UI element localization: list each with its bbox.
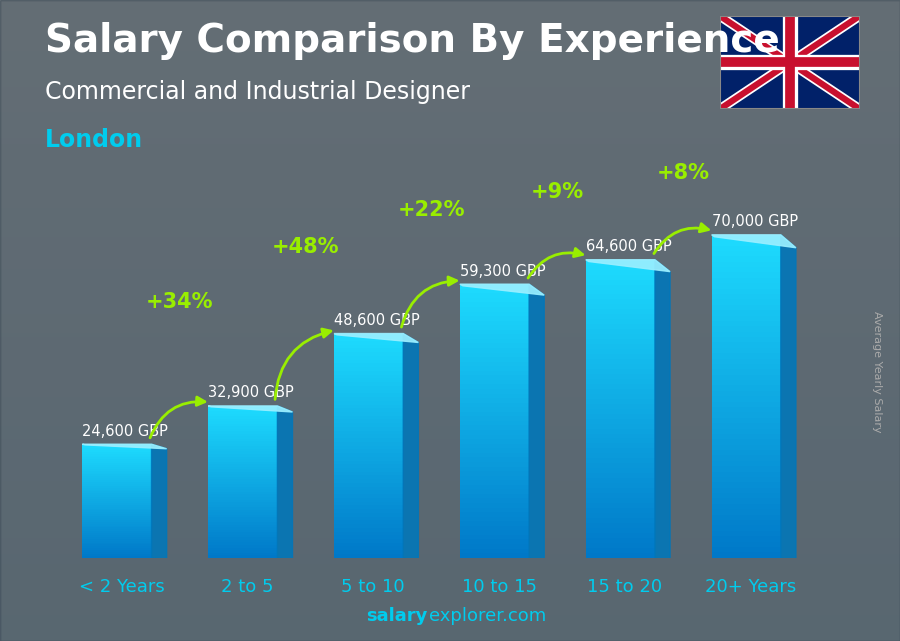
- Polygon shape: [655, 260, 670, 563]
- Text: 59,300 GBP: 59,300 GBP: [460, 263, 545, 278]
- Text: +8%: +8%: [657, 163, 710, 183]
- Text: < 2 Years: < 2 Years: [78, 578, 165, 597]
- Polygon shape: [712, 235, 796, 247]
- Text: 15 to 20: 15 to 20: [588, 578, 662, 597]
- Text: 20+ Years: 20+ Years: [705, 578, 796, 597]
- Polygon shape: [781, 235, 796, 564]
- Polygon shape: [208, 406, 292, 412]
- Text: Salary Comparison By Experience: Salary Comparison By Experience: [45, 22, 779, 60]
- Text: +34%: +34%: [146, 292, 213, 312]
- Text: 10 to 15: 10 to 15: [462, 578, 536, 597]
- Text: 2 to 5: 2 to 5: [221, 578, 274, 597]
- Polygon shape: [277, 406, 292, 561]
- Text: +22%: +22%: [398, 200, 465, 220]
- Polygon shape: [151, 444, 166, 560]
- Text: Commercial and Industrial Designer: Commercial and Industrial Designer: [45, 80, 470, 104]
- Text: 32,900 GBP: 32,900 GBP: [208, 385, 294, 400]
- Polygon shape: [586, 260, 670, 272]
- Polygon shape: [403, 333, 418, 562]
- Text: salary: salary: [366, 607, 427, 625]
- Polygon shape: [460, 284, 544, 295]
- Polygon shape: [334, 333, 418, 342]
- Polygon shape: [529, 284, 544, 563]
- Text: 24,600 GBP: 24,600 GBP: [82, 424, 168, 438]
- Text: London: London: [45, 128, 143, 152]
- Text: 5 to 10: 5 to 10: [341, 578, 405, 597]
- Text: Average Yearly Salary: Average Yearly Salary: [872, 311, 883, 433]
- Text: +48%: +48%: [272, 237, 339, 257]
- Text: 64,600 GBP: 64,600 GBP: [586, 239, 671, 254]
- Polygon shape: [82, 444, 166, 449]
- Text: 48,600 GBP: 48,600 GBP: [334, 313, 419, 328]
- Text: 70,000 GBP: 70,000 GBP: [712, 214, 797, 229]
- Text: explorer.com: explorer.com: [429, 607, 546, 625]
- Text: +9%: +9%: [531, 182, 584, 202]
